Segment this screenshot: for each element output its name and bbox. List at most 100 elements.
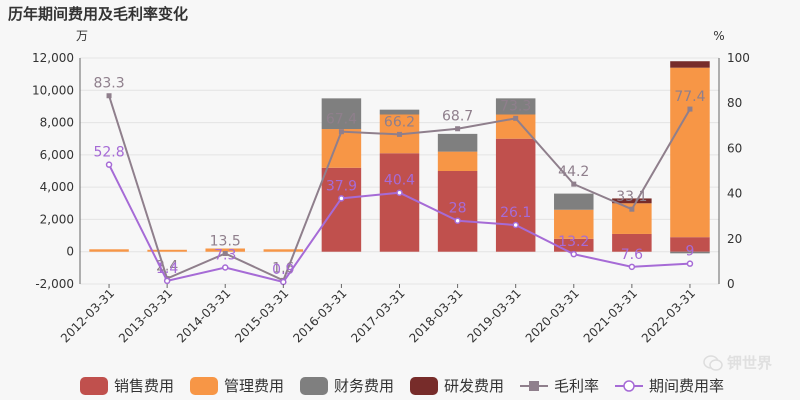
data-label: 52.8 xyxy=(93,145,124,161)
bar xyxy=(554,209,594,239)
point xyxy=(629,206,635,212)
left-tick-label: 10,000 xyxy=(32,83,74,97)
x-tick-label: 2019-03-31 xyxy=(465,286,524,345)
left-tick-label: 0 xyxy=(66,245,74,259)
bar xyxy=(670,67,710,238)
data-label: 33.1 xyxy=(616,189,647,205)
data-label: 28 xyxy=(449,201,467,217)
right-tick-label: 60 xyxy=(727,141,742,155)
legend-label: 期间费用率 xyxy=(649,377,724,395)
bar xyxy=(321,167,362,252)
point xyxy=(454,217,461,224)
point xyxy=(280,278,287,286)
data-label: 13.5 xyxy=(210,233,241,249)
bar xyxy=(670,251,710,254)
point xyxy=(455,126,461,132)
legend-item: 研发费用 xyxy=(410,377,504,395)
bar xyxy=(263,249,304,252)
point xyxy=(221,264,229,271)
legend-label: 财务费用 xyxy=(334,377,394,395)
left-tick-label: 2,000 xyxy=(40,212,74,226)
bar xyxy=(437,151,478,171)
x-tick-label: 2021-03-31 xyxy=(581,286,640,345)
chart-title: 历年期间费用及毛利率变化 xyxy=(8,5,189,23)
legend-label: 毛利率 xyxy=(554,377,599,395)
point xyxy=(687,106,693,112)
x-tick-label: 2020-03-31 xyxy=(523,286,582,345)
bar xyxy=(205,248,245,252)
legend: 销售费用 管理费用 财务费用 研发费用 毛利率 期间费用率 xyxy=(80,377,724,395)
data-label: 67.4 xyxy=(326,112,357,128)
right-tick-label: 20 xyxy=(727,232,742,246)
x-tick-label: 2017-03-31 xyxy=(348,286,407,345)
bar xyxy=(612,233,652,252)
right-tick-label: 40 xyxy=(727,187,742,201)
x-tick-label: 2015-03-31 xyxy=(232,286,291,345)
legend-marker xyxy=(623,380,635,392)
point xyxy=(338,195,345,202)
legend-swatch xyxy=(410,377,438,395)
left-tick-label: -2,000 xyxy=(35,277,74,291)
data-label: 26.1 xyxy=(500,205,531,221)
legend-item: 期间费用率 xyxy=(615,377,724,395)
point xyxy=(163,277,171,285)
legend-item: 管理费用 xyxy=(190,377,284,395)
point xyxy=(686,260,694,267)
data-label: 37.9 xyxy=(326,178,357,194)
watermark: 钾世界 xyxy=(703,352,772,373)
point xyxy=(222,250,228,256)
data-label: 7.6 xyxy=(621,247,643,263)
left-axis: -2,000 0 2,000 4,000 6,000 8,000 10,000 12,000 xyxy=(32,51,81,291)
data-label: 1.4 xyxy=(156,261,178,277)
legend-marker xyxy=(529,381,539,391)
x-tick-label: 2022-03-31 xyxy=(639,286,698,345)
left-tick-label: 12,000 xyxy=(32,51,74,65)
bar xyxy=(437,171,478,252)
right-axis-unit: % xyxy=(713,29,724,43)
data-label: 77.4 xyxy=(674,89,705,105)
legend-item: 销售费用 xyxy=(80,377,174,395)
right-tick-label: 100 xyxy=(727,51,750,65)
x-tick-label: 2014-03-31 xyxy=(174,286,233,345)
bar xyxy=(554,193,594,210)
right-axis: 0 20 40 60 80 100 xyxy=(718,51,750,291)
point xyxy=(338,129,344,135)
legend-swatch xyxy=(80,377,108,395)
bar xyxy=(379,109,420,115)
right-tick-label: 0 xyxy=(727,277,735,291)
x-tick-label: 2018-03-31 xyxy=(406,286,465,345)
legend-label: 管理费用 xyxy=(224,377,284,395)
data-label: 40.4 xyxy=(384,173,415,189)
bar xyxy=(437,133,478,152)
bar xyxy=(321,129,362,168)
data-label: 68.7 xyxy=(442,109,473,125)
x-axis: 2012-03-312013-03-312014-03-312015-03-31… xyxy=(58,284,698,345)
bar xyxy=(321,98,362,130)
wechat-icon xyxy=(703,354,723,372)
data-label: 1.6 xyxy=(272,260,294,276)
lines: 83.3 2.4 13.5 1.6 67.4 66.2 68.7 73.3 44.2 33.1 77… xyxy=(93,76,706,286)
data-label: 2.4 xyxy=(156,259,178,275)
bar xyxy=(670,61,710,68)
data-label: 73.3 xyxy=(500,98,531,114)
bar xyxy=(379,153,420,252)
bar xyxy=(612,198,652,204)
bar xyxy=(670,237,710,252)
legend-item: 毛利率 xyxy=(520,377,599,395)
point xyxy=(570,250,578,258)
bar xyxy=(147,249,187,252)
data-label: 66.2 xyxy=(384,114,415,130)
x-tick-label: 2013-03-31 xyxy=(116,286,175,345)
left-axis-unit: 万 xyxy=(76,29,88,43)
left-tick-label: 6,000 xyxy=(40,148,74,162)
point xyxy=(571,181,577,187)
data-label: 7.3 xyxy=(214,248,236,264)
x-tick-label: 2016-03-31 xyxy=(290,286,349,345)
right-tick-label: 80 xyxy=(727,96,742,110)
bar xyxy=(495,98,536,115)
x-tick-label: 2012-03-31 xyxy=(58,286,117,345)
left-tick-label: 4,000 xyxy=(40,180,74,194)
data-label: 13.2 xyxy=(558,234,589,250)
data-label: 83.3 xyxy=(93,76,124,92)
